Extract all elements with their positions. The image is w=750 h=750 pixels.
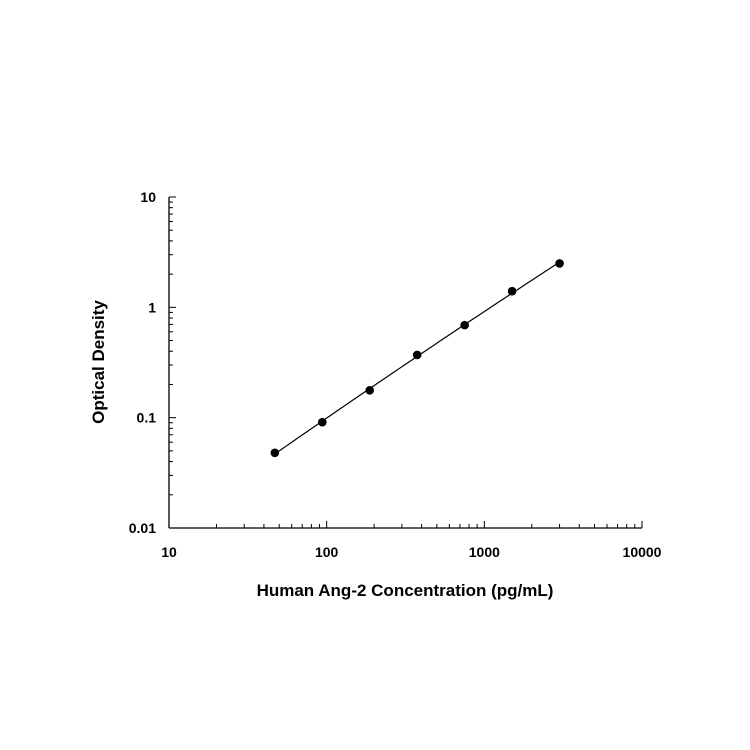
x-tick-label: 100	[315, 544, 339, 560]
axis-ticks	[168, 196, 643, 529]
data-point	[507, 286, 517, 296]
x-axis-title: Human Ang-2 Concentration (pg/mL)	[257, 581, 554, 600]
x-tick-label: 1000	[469, 544, 500, 560]
data-point	[317, 417, 327, 427]
data-point	[270, 448, 280, 458]
data-points	[270, 259, 564, 458]
x-tick-labels: 10 100 1000 10000	[161, 544, 661, 560]
y-tick-label: 0.1	[137, 410, 157, 426]
y-axis-title: Optical Density	[89, 300, 108, 424]
x-tick-label: 10000	[623, 544, 662, 560]
y-tick-label: 1	[148, 299, 156, 315]
data-point	[412, 350, 422, 360]
data-point	[555, 259, 564, 268]
y-tick-label: 10	[140, 189, 156, 205]
y-tick-labels: 0.01 0.1 1 10	[129, 189, 156, 536]
y-tick-label: 0.01	[129, 520, 156, 536]
data-point	[365, 386, 375, 395]
data-point	[460, 320, 469, 330]
x-tick-label: 10	[161, 544, 177, 560]
